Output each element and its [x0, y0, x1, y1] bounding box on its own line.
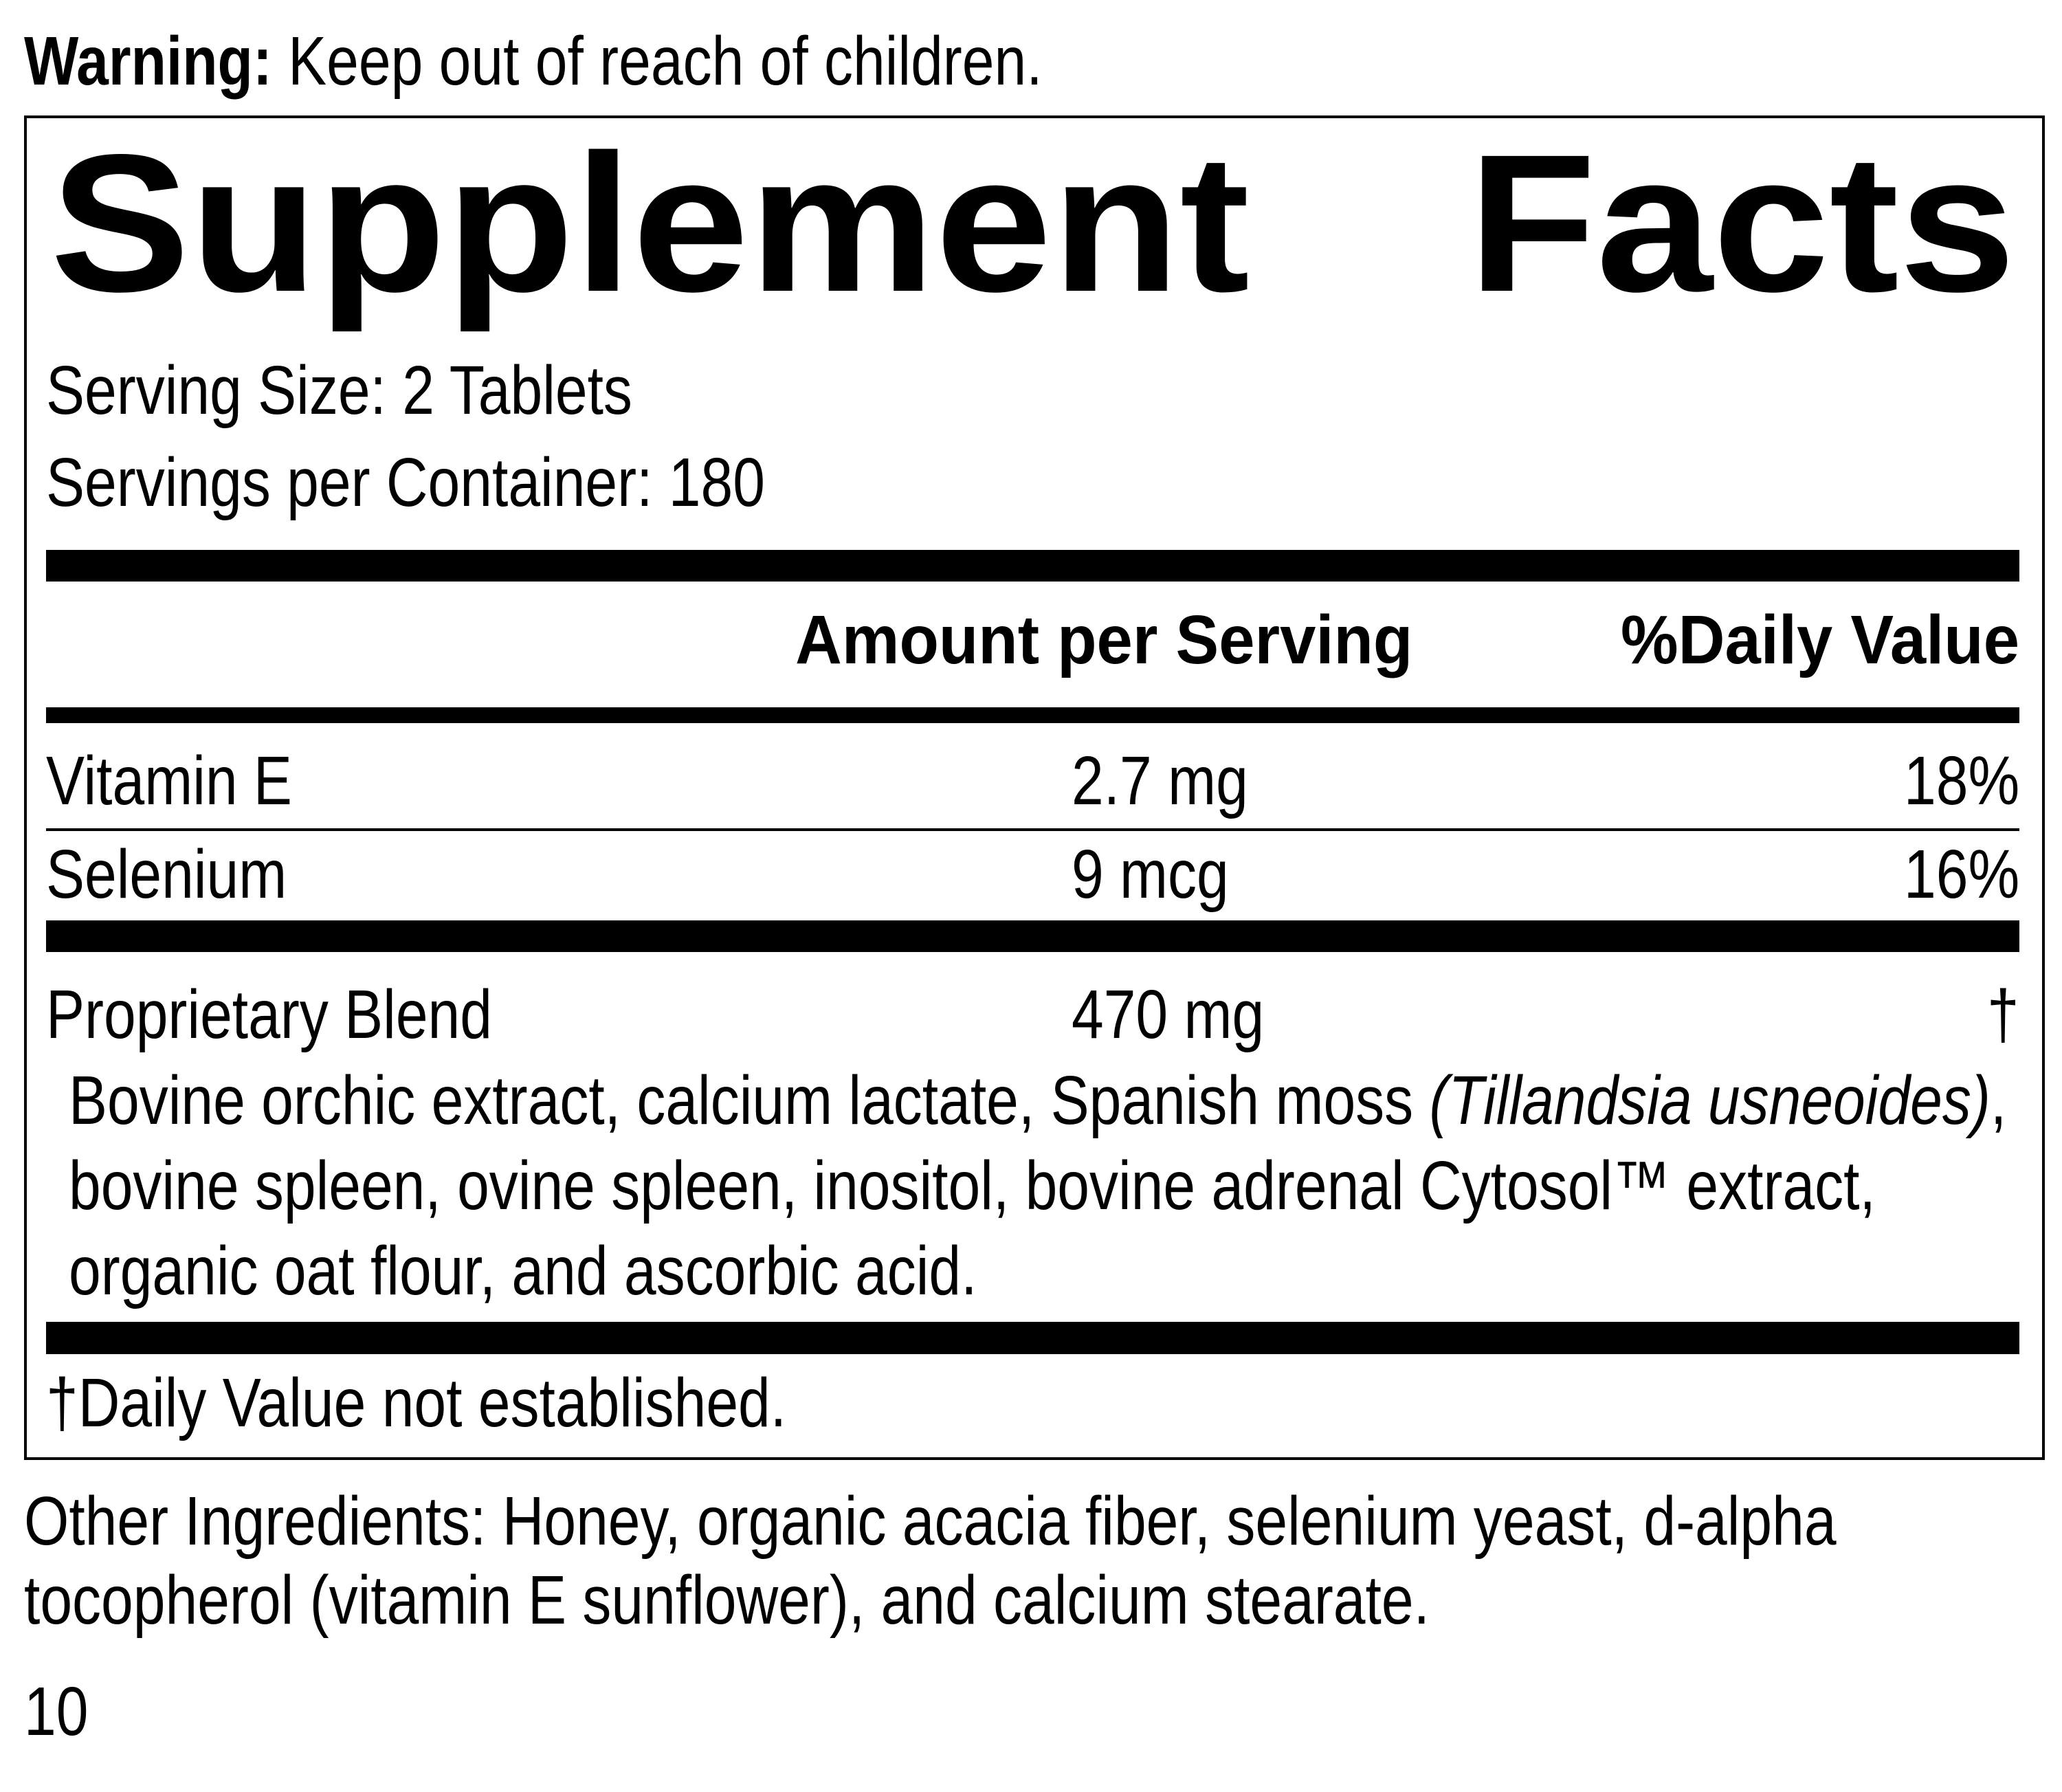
nutrient-daily-value: 18% — [1903, 742, 2019, 819]
warning-label: Warning: — [24, 23, 272, 100]
botanical-name: (Tillandsia usneoides) — [1429, 1062, 1991, 1139]
blend-name: Proprietary Blend — [46, 976, 492, 1053]
nutrient-name: Vitamin E — [46, 742, 292, 819]
nutrient-name: Selenium — [46, 836, 287, 913]
blend-ingredients-line: Bovine orchic extract, calcium lactate, … — [69, 1062, 2007, 1139]
warning-message: Keep out of reach of children. — [271, 23, 1043, 100]
servings-per-container: Servings per Container: 180 — [46, 444, 765, 521]
other-ingredients-line: tocopherol (vitamin E sunflower), and ca… — [24, 1562, 1430, 1639]
header-amount-per-serving: Amount per Serving — [795, 601, 1413, 678]
blend-amount: 470 mg — [1072, 976, 1265, 1053]
footnote: †Daily Value not established. — [46, 1364, 787, 1441]
blend-ingredients-line: organic oat flour, and ascorbic acid. — [69, 1232, 977, 1309]
medium-divider — [46, 707, 2019, 723]
blend-ingredients-line: bovine spleen, ovine spleen, inositol, b… — [69, 1147, 1876, 1224]
header-daily-value: %Daily Value — [1621, 601, 2019, 678]
blend-daily-value: † — [1987, 976, 2019, 1053]
serving-size: Serving Size: 2 Tablets — [46, 352, 632, 429]
thick-divider — [46, 1322, 2019, 1354]
page-number: 10 — [24, 1673, 89, 1750]
nutrient-amount: 9 mcg — [1072, 836, 1229, 913]
thick-divider — [46, 920, 2019, 952]
warning-text: Warning: Keep out of reach of children. — [24, 27, 1237, 96]
thick-divider — [46, 550, 2019, 582]
nutrient-amount: 2.7 mg — [1072, 742, 1248, 819]
supplement-facts-panel — [24, 115, 2045, 1460]
panel-title-word2: Facts — [1468, 114, 2016, 333]
other-ingredients-line: Other Ingredients: Honey, organic acacia… — [24, 1483, 1837, 1560]
nutrient-daily-value: 16% — [1903, 836, 2019, 913]
thin-divider — [46, 828, 2019, 831]
panel-title-word1: Supplement — [50, 114, 1250, 333]
